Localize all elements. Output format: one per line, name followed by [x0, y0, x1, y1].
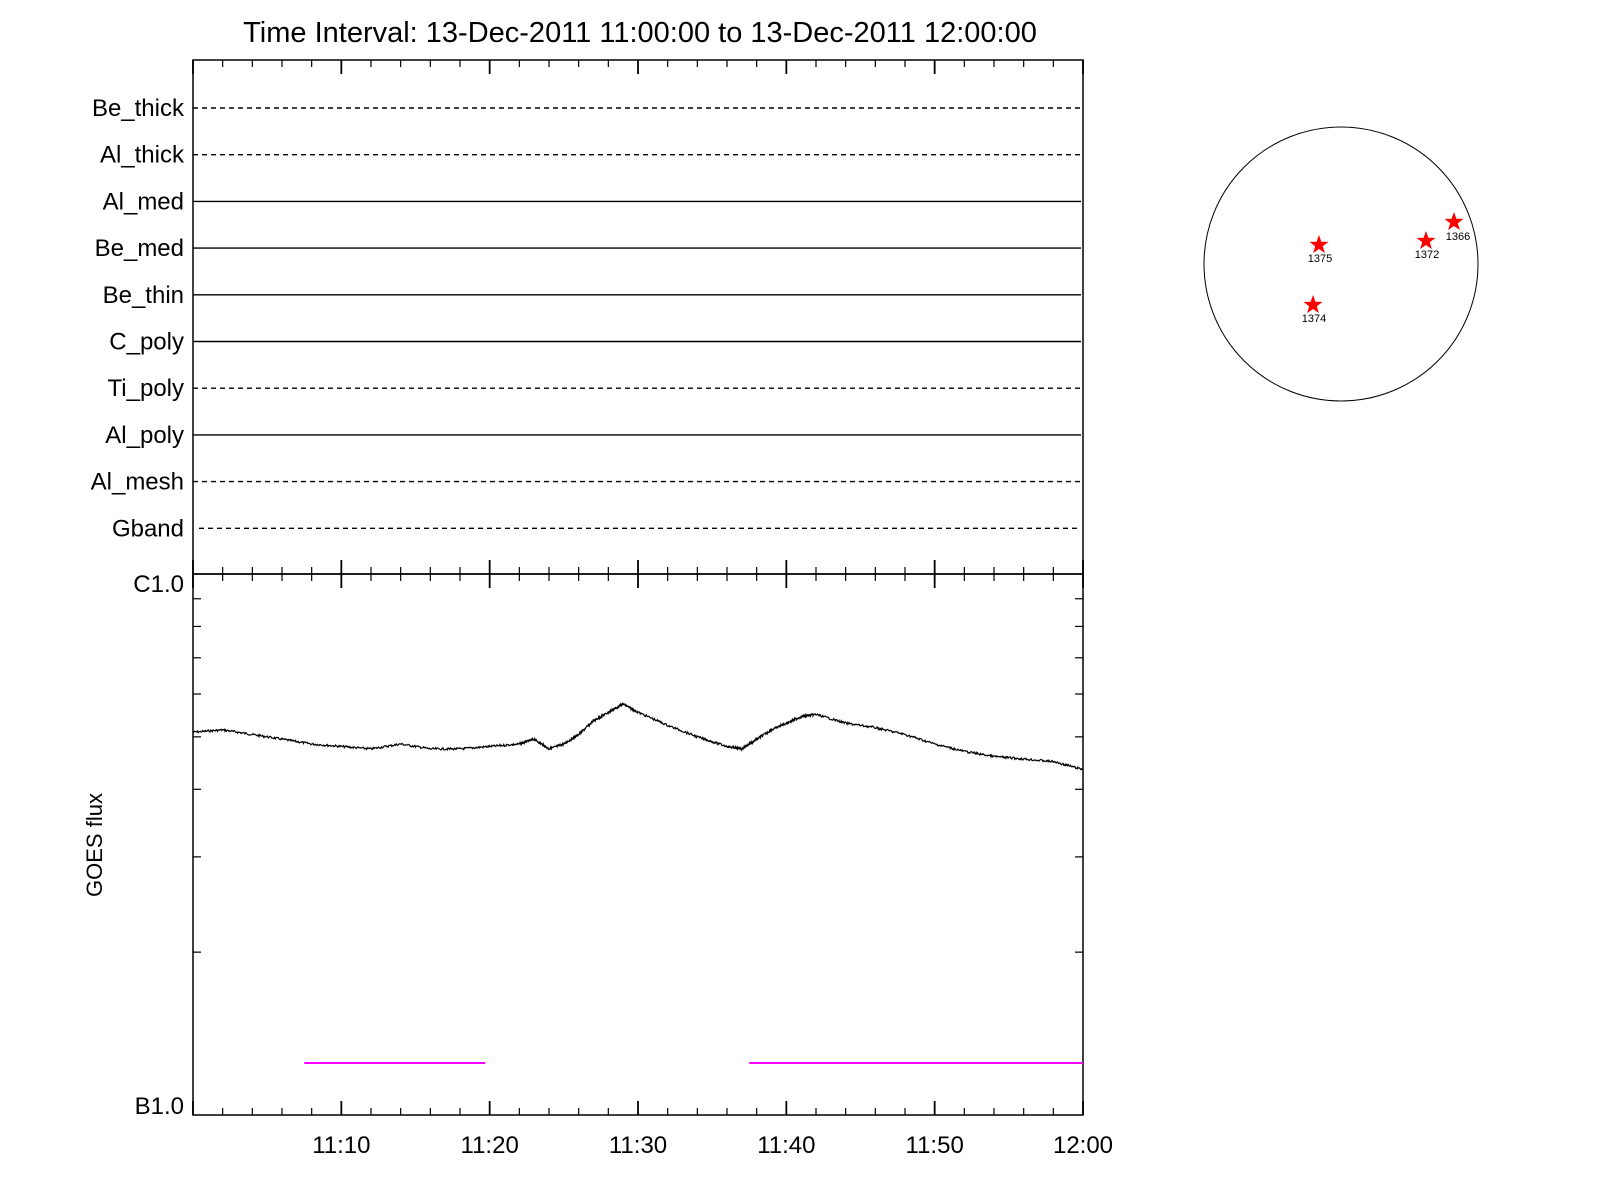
- x-tick-label: 12:00: [1053, 1132, 1113, 1159]
- active-region-label: 1374: [1302, 313, 1326, 325]
- filter-panel-ticks: [192, 60, 1084, 574]
- y-tick-label-top: C1.0: [133, 571, 184, 598]
- solar-disk-outline: [1203, 126, 1479, 402]
- channel-label: Be_med: [95, 235, 184, 262]
- goes-flux-line: [192, 702, 1083, 771]
- channel-label: Gband: [112, 515, 184, 542]
- active-region-star-icon: [1303, 295, 1323, 314]
- goes-flux-panel: C1.0 B1.0 GOES flux 11:10 11:20 11:30 11:40…: [82, 571, 1113, 1159]
- x-tick-label: 11:40: [757, 1132, 815, 1159]
- active-region-label: 1366: [1446, 231, 1470, 243]
- active-region-label: 1372: [1415, 249, 1439, 261]
- x-tick-label: 11:30: [609, 1132, 667, 1159]
- x-tick-label: 11:10: [312, 1132, 370, 1159]
- x-tick-label: 11:50: [906, 1132, 964, 1159]
- active-region-label: 1375: [1308, 253, 1332, 265]
- chart-title: Time Interval: 13-Dec-2011 11:00:00 to 1…: [243, 17, 1037, 49]
- goes-panel-frame: [192, 573, 1084, 1116]
- channel-label: Al_thick: [100, 142, 185, 169]
- channel-label: Al_poly: [105, 422, 184, 449]
- x-tick-label: 11:20: [461, 1132, 519, 1159]
- filter-timeline-panel: Be_thick Al_thick Al_med Be_med Be_thin C_pol…: [91, 59, 1084, 575]
- channel-label: Al_mesh: [91, 469, 184, 496]
- channel-label: Ti_poly: [108, 375, 184, 402]
- x-tick-labels: 11:10 11:20 11:30 11:40 11:50 12:00: [312, 1132, 1113, 1159]
- channel-label: Be_thick: [92, 95, 185, 122]
- y-tick-label-bottom: B1.0: [135, 1093, 184, 1120]
- y-axis-label: GOES flux: [82, 793, 107, 897]
- active-region-markers: 1375 1372 1366 1374: [1302, 212, 1470, 325]
- filter-channels: Be_thick Al_thick Al_med Be_med Be_thin C_pol…: [91, 95, 1081, 542]
- active-region-star-icon: [1309, 235, 1329, 254]
- solar-disk: 1375 1372 1366 1374: [1203, 126, 1479, 402]
- active-region-star-icon: [1416, 231, 1436, 250]
- channel-label: Al_med: [103, 188, 184, 215]
- channel-label: C_poly: [109, 329, 184, 356]
- filter-panel-frame: [192, 59, 1084, 575]
- goes-panel-ticks: [192, 574, 1084, 1115]
- channel-label: Be_thin: [103, 282, 184, 309]
- active-region-star-icon: [1444, 212, 1464, 231]
